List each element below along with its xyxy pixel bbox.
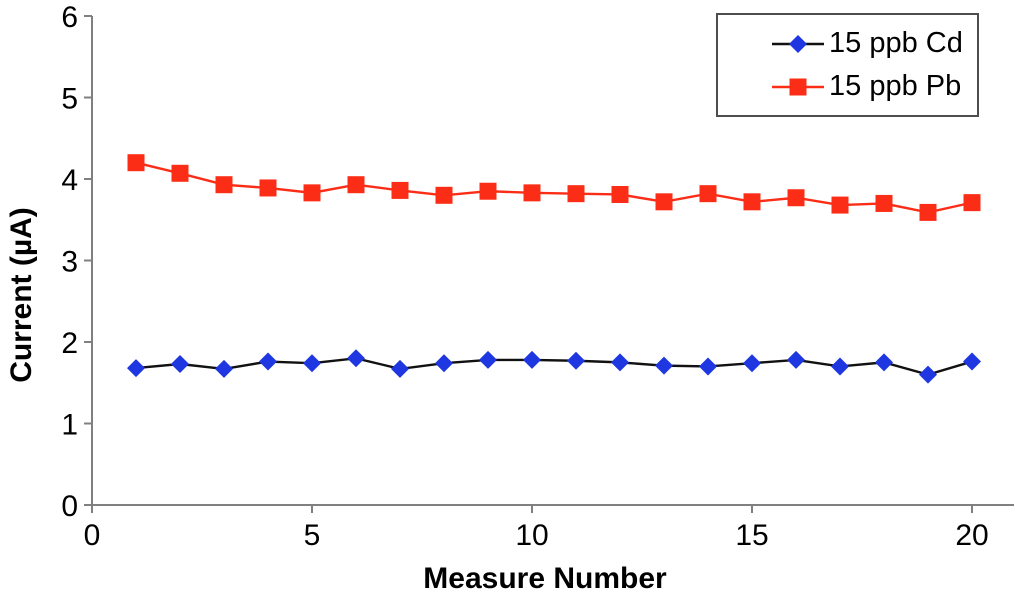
15-ppb-pb-marker [787, 189, 805, 207]
15-ppb-pb-marker [215, 176, 233, 194]
15-ppb-cd-marker [787, 350, 805, 369]
15-ppb-pb-marker [655, 193, 673, 211]
15-ppb-pb-marker [391, 181, 409, 199]
15-ppb-cd-marker [127, 359, 145, 378]
x-tick-label: 0 [84, 519, 101, 552]
15-ppb-cd-marker [919, 365, 937, 384]
15-ppb-pb-marker [259, 179, 277, 197]
x-tick-label: 10 [515, 519, 548, 552]
15-ppb-pb-marker [479, 182, 497, 200]
y-axis-title: Current (µA) [5, 207, 38, 383]
y-tick-label: 5 [61, 83, 78, 116]
legend-item-cd: 15 ppb Cd [718, 29, 977, 58]
15-ppb-cd-marker [171, 355, 189, 374]
15-ppb-cd-marker [479, 350, 497, 369]
y-tick-label: 6 [61, 1, 78, 34]
15-ppb-pb-marker [567, 185, 585, 203]
15-ppb-pb-marker [699, 185, 717, 203]
x-axis-title: Measure Number [423, 562, 667, 595]
y-tick-label: 1 [61, 409, 78, 442]
y-tick-label: 2 [61, 327, 78, 360]
y-tick-label: 3 [61, 246, 78, 279]
cd-legend-diamond-icon [789, 34, 807, 53]
15-ppb-pb-marker [919, 203, 937, 221]
pb-legend-square-icon [789, 78, 807, 95]
15-ppb-pb-marker [963, 194, 981, 212]
15-ppb-cd-marker [215, 359, 233, 378]
legend: 15 ppb Cd 15 ppb Pb [716, 13, 979, 117]
15-ppb-pb-marker [743, 193, 761, 211]
15-ppb-pb-marker [435, 186, 453, 204]
legend-item-pb: 15 ppb Pb [718, 72, 977, 101]
15-ppb-cd-marker [743, 354, 761, 373]
y-tick-label: 0 [61, 490, 78, 523]
y-tick-label: 4 [61, 164, 78, 197]
15-ppb-pb-marker [127, 154, 145, 172]
15-ppb-pb-marker [523, 184, 541, 202]
15-ppb-pb-marker [347, 176, 365, 194]
15-ppb-cd-marker [303, 354, 321, 373]
cd-legend-marker [772, 34, 824, 53]
15-ppb-cd-marker [699, 357, 717, 376]
15-ppb-cd-marker [259, 352, 277, 371]
15-ppb-cd-marker [831, 357, 849, 376]
15-ppb-cd-marker [611, 353, 629, 372]
15-ppb-cd-marker [391, 359, 409, 378]
x-tick-label: 5 [304, 519, 321, 552]
x-tick-label: 15 [735, 519, 768, 552]
legend-label-pb: 15 ppb Pb [829, 70, 962, 102]
15-ppb-cd-marker [523, 350, 541, 369]
pb-legend-marker [772, 78, 824, 95]
x-tick-label: 20 [955, 519, 988, 552]
15-ppb-pb-marker [171, 164, 189, 182]
15-ppb-pb-marker [611, 185, 629, 203]
15-ppb-cd-marker [655, 356, 673, 375]
15-ppb-cd-marker [963, 352, 981, 371]
15-ppb-cd-marker [435, 354, 453, 373]
15-ppb-pb-marker [303, 184, 321, 202]
15-ppb-cd-marker [567, 351, 585, 370]
15-ppb-cd-marker [347, 349, 365, 368]
legend-label-cd: 15 ppb Cd [829, 27, 963, 59]
15-ppb-cd-marker [875, 353, 893, 372]
15-ppb-pb-marker [875, 194, 893, 212]
15-ppb-pb-marker [831, 196, 849, 214]
